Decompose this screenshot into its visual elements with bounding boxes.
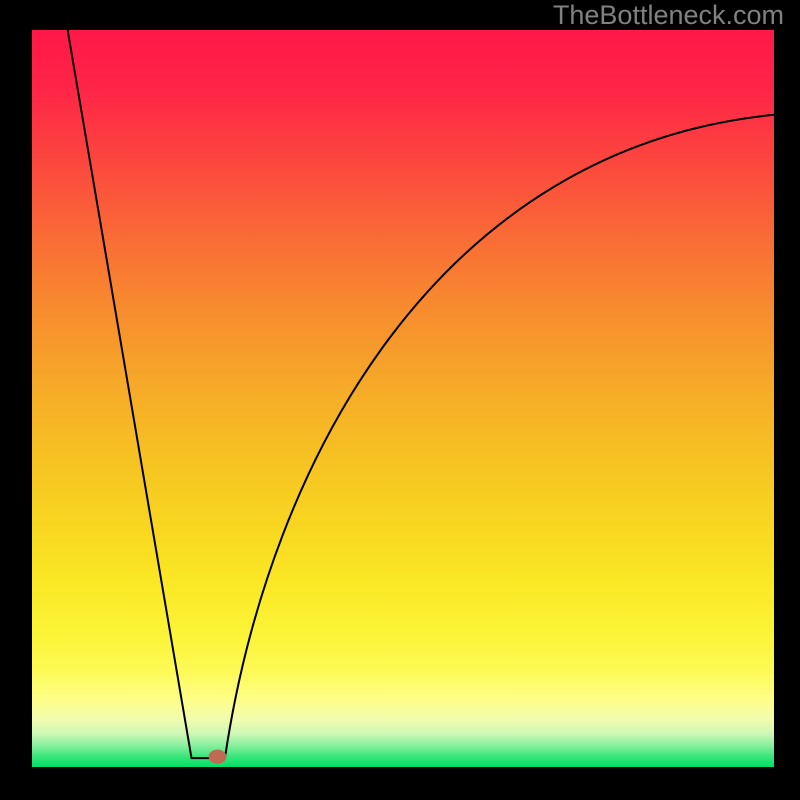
plot-area	[32, 30, 774, 767]
watermark-text: TheBottleneck.com	[553, 0, 784, 31]
chart-container: TheBottleneck.com	[0, 0, 800, 800]
gradient-background	[32, 30, 774, 767]
